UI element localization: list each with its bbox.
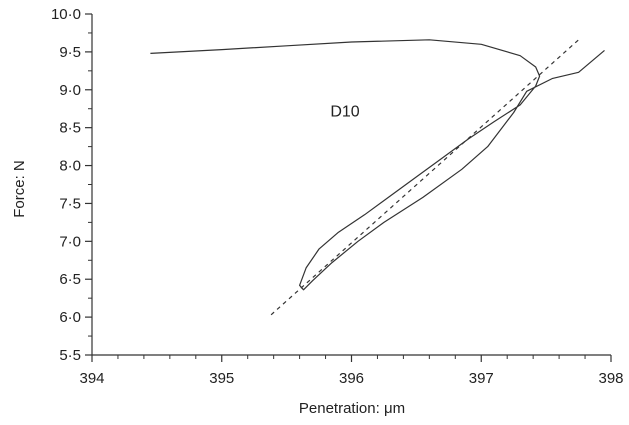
- y-tick-label: 5·5: [59, 347, 81, 364]
- force-penetration-curve: [150, 39, 605, 291]
- x-tick-label: 394: [79, 370, 104, 387]
- fit-line-dashed: [270, 39, 579, 316]
- y-tick-label: 9·0: [59, 82, 81, 99]
- axes: 394 395 396 397 398 5·5 6·0 6·5 7·0 7·5 8·0 8·5 9·0 9…: [51, 6, 624, 387]
- x-axis-title: Penetration: μm: [299, 400, 405, 417]
- series-layer: [150, 39, 605, 316]
- x-tick-label: 398: [598, 370, 623, 387]
- y-tick-label: 7·5: [59, 195, 81, 212]
- y-tick-label: 9·5: [59, 44, 81, 61]
- y-tick-label: 10·0: [51, 6, 81, 23]
- y-tick-label: 6·0: [59, 309, 81, 326]
- y-axis-title: Force: N: [11, 160, 28, 218]
- y-tick-label: 7·0: [59, 233, 81, 250]
- x-tick-label: 395: [209, 370, 234, 387]
- y-tick-label: 6·5: [59, 271, 81, 288]
- annotation-layer: D10: [330, 103, 359, 120]
- annotation-label: D10: [330, 103, 359, 120]
- x-tick-label: 397: [469, 370, 494, 387]
- y-tick-label: 8·0: [59, 158, 81, 175]
- y-tick-label: 8·5: [59, 120, 81, 137]
- x-tick-label: 396: [339, 370, 364, 387]
